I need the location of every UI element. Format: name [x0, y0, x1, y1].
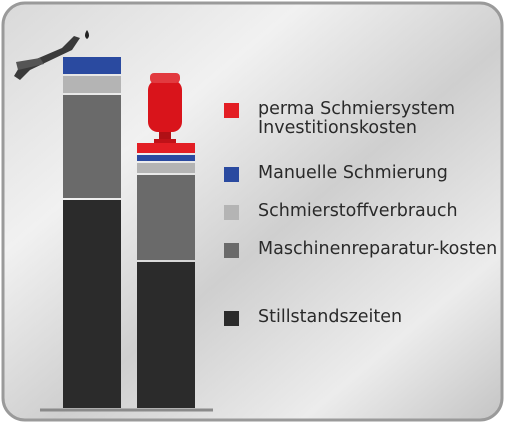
legend-swatch	[224, 311, 239, 326]
bar-segment	[137, 143, 195, 153]
bar-segment	[137, 155, 195, 161]
legend-label: Manuelle Schmierung	[258, 163, 448, 183]
legend-label: Maschinenreparatur-kosten	[258, 239, 498, 259]
bar-segment	[63, 200, 121, 408]
grease-gun-icon	[14, 30, 89, 80]
legend-label: perma Schmiersystem Investitionskosten	[258, 99, 456, 138]
lubricator-icon	[148, 73, 182, 144]
legend-label: Stillstandszeiten	[258, 307, 403, 327]
bar-segment	[137, 175, 195, 260]
bar-segment	[137, 163, 195, 173]
legend-swatch	[224, 167, 239, 182]
legend-swatch	[224, 103, 239, 118]
legend-label: Schmierstoffverbrauch	[258, 201, 458, 221]
bar-segment	[137, 262, 195, 408]
bar-segment	[63, 95, 121, 198]
legend-swatch	[224, 243, 239, 258]
legend-swatch	[224, 205, 239, 220]
bar-segment	[63, 57, 121, 74]
bar-segment	[63, 76, 121, 93]
